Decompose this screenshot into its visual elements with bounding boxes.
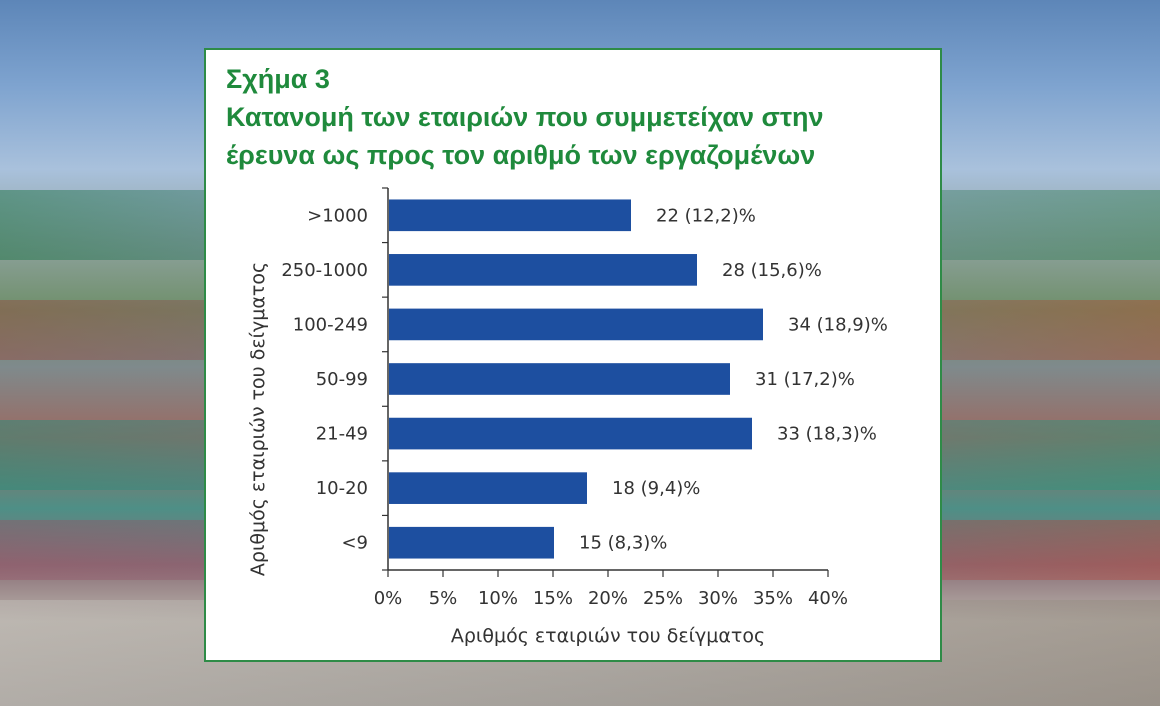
x-tick-label: 25% — [643, 588, 683, 609]
x-tick-label: 15% — [533, 588, 573, 609]
x-tick-label: 20% — [588, 588, 628, 609]
figure-title-line-1: Κατανομή των εταιριών που συμμετείχαν στ… — [226, 102, 824, 132]
y-tick-label: 21-49 — [316, 424, 368, 445]
y-tick-label: 50-99 — [316, 369, 368, 390]
data-label: 22 (12,2)% — [656, 205, 756, 226]
x-tick-label: 10% — [478, 588, 518, 609]
bar — [389, 199, 631, 232]
figure-title: Σχήμα 3 Κατανομή των εταιριών που συμμετ… — [226, 60, 926, 174]
y-axis-title: Αριθμός εταιριών του δείγματος — [247, 262, 269, 576]
data-label: 33 (18,3)% — [777, 424, 877, 445]
figure-number: Σχήμα 3 — [226, 64, 330, 94]
chart-axes — [382, 187, 829, 577]
x-tick-label: 0% — [374, 588, 403, 609]
bar — [389, 363, 730, 395]
y-tick-label: <9 — [341, 533, 368, 554]
data-label: 31 (17,2)% — [755, 369, 855, 390]
data-label: 18 (9,4)% — [612, 478, 700, 499]
bar — [389, 526, 554, 559]
x-tick-label: 5% — [429, 588, 458, 609]
data-label: 34 (18,9)% — [788, 314, 888, 335]
chart-bars — [389, 199, 763, 559]
y-tick-label: 250-1000 — [281, 260, 368, 281]
x-tick-label: 35% — [753, 588, 793, 609]
bar-chart: 0% 5% 10% 15% 20% 25% 30% 35% 40% >1000 22 (12,2)%… — [247, 187, 888, 647]
y-tick-label: 10-20 — [316, 478, 368, 499]
x-tick-label: 40% — [808, 588, 848, 609]
chart-labels: 0% 5% 10% 15% 20% 25% 30% 35% 40% >1000 22 (12,2)%… — [281, 205, 888, 609]
data-label: 28 (15,6)% — [722, 260, 822, 281]
bar — [389, 472, 587, 504]
data-label: 15 (8,3)% — [579, 533, 667, 554]
bar — [389, 417, 752, 450]
bar — [389, 308, 763, 341]
y-tick-label: >1000 — [307, 205, 368, 226]
figure-title-line-2: έρευνα ως προς τον αριθμό των εργαζομένω… — [226, 140, 816, 170]
figure-panel: Σχήμα 3 Κατανομή των εταιριών που συμμετ… — [204, 48, 942, 662]
bar — [389, 254, 697, 286]
x-axis-title: Αριθμός εταιριών του δείγματος — [451, 625, 765, 647]
x-tick-label: 30% — [698, 588, 738, 609]
y-tick-label: 100-249 — [293, 314, 368, 335]
